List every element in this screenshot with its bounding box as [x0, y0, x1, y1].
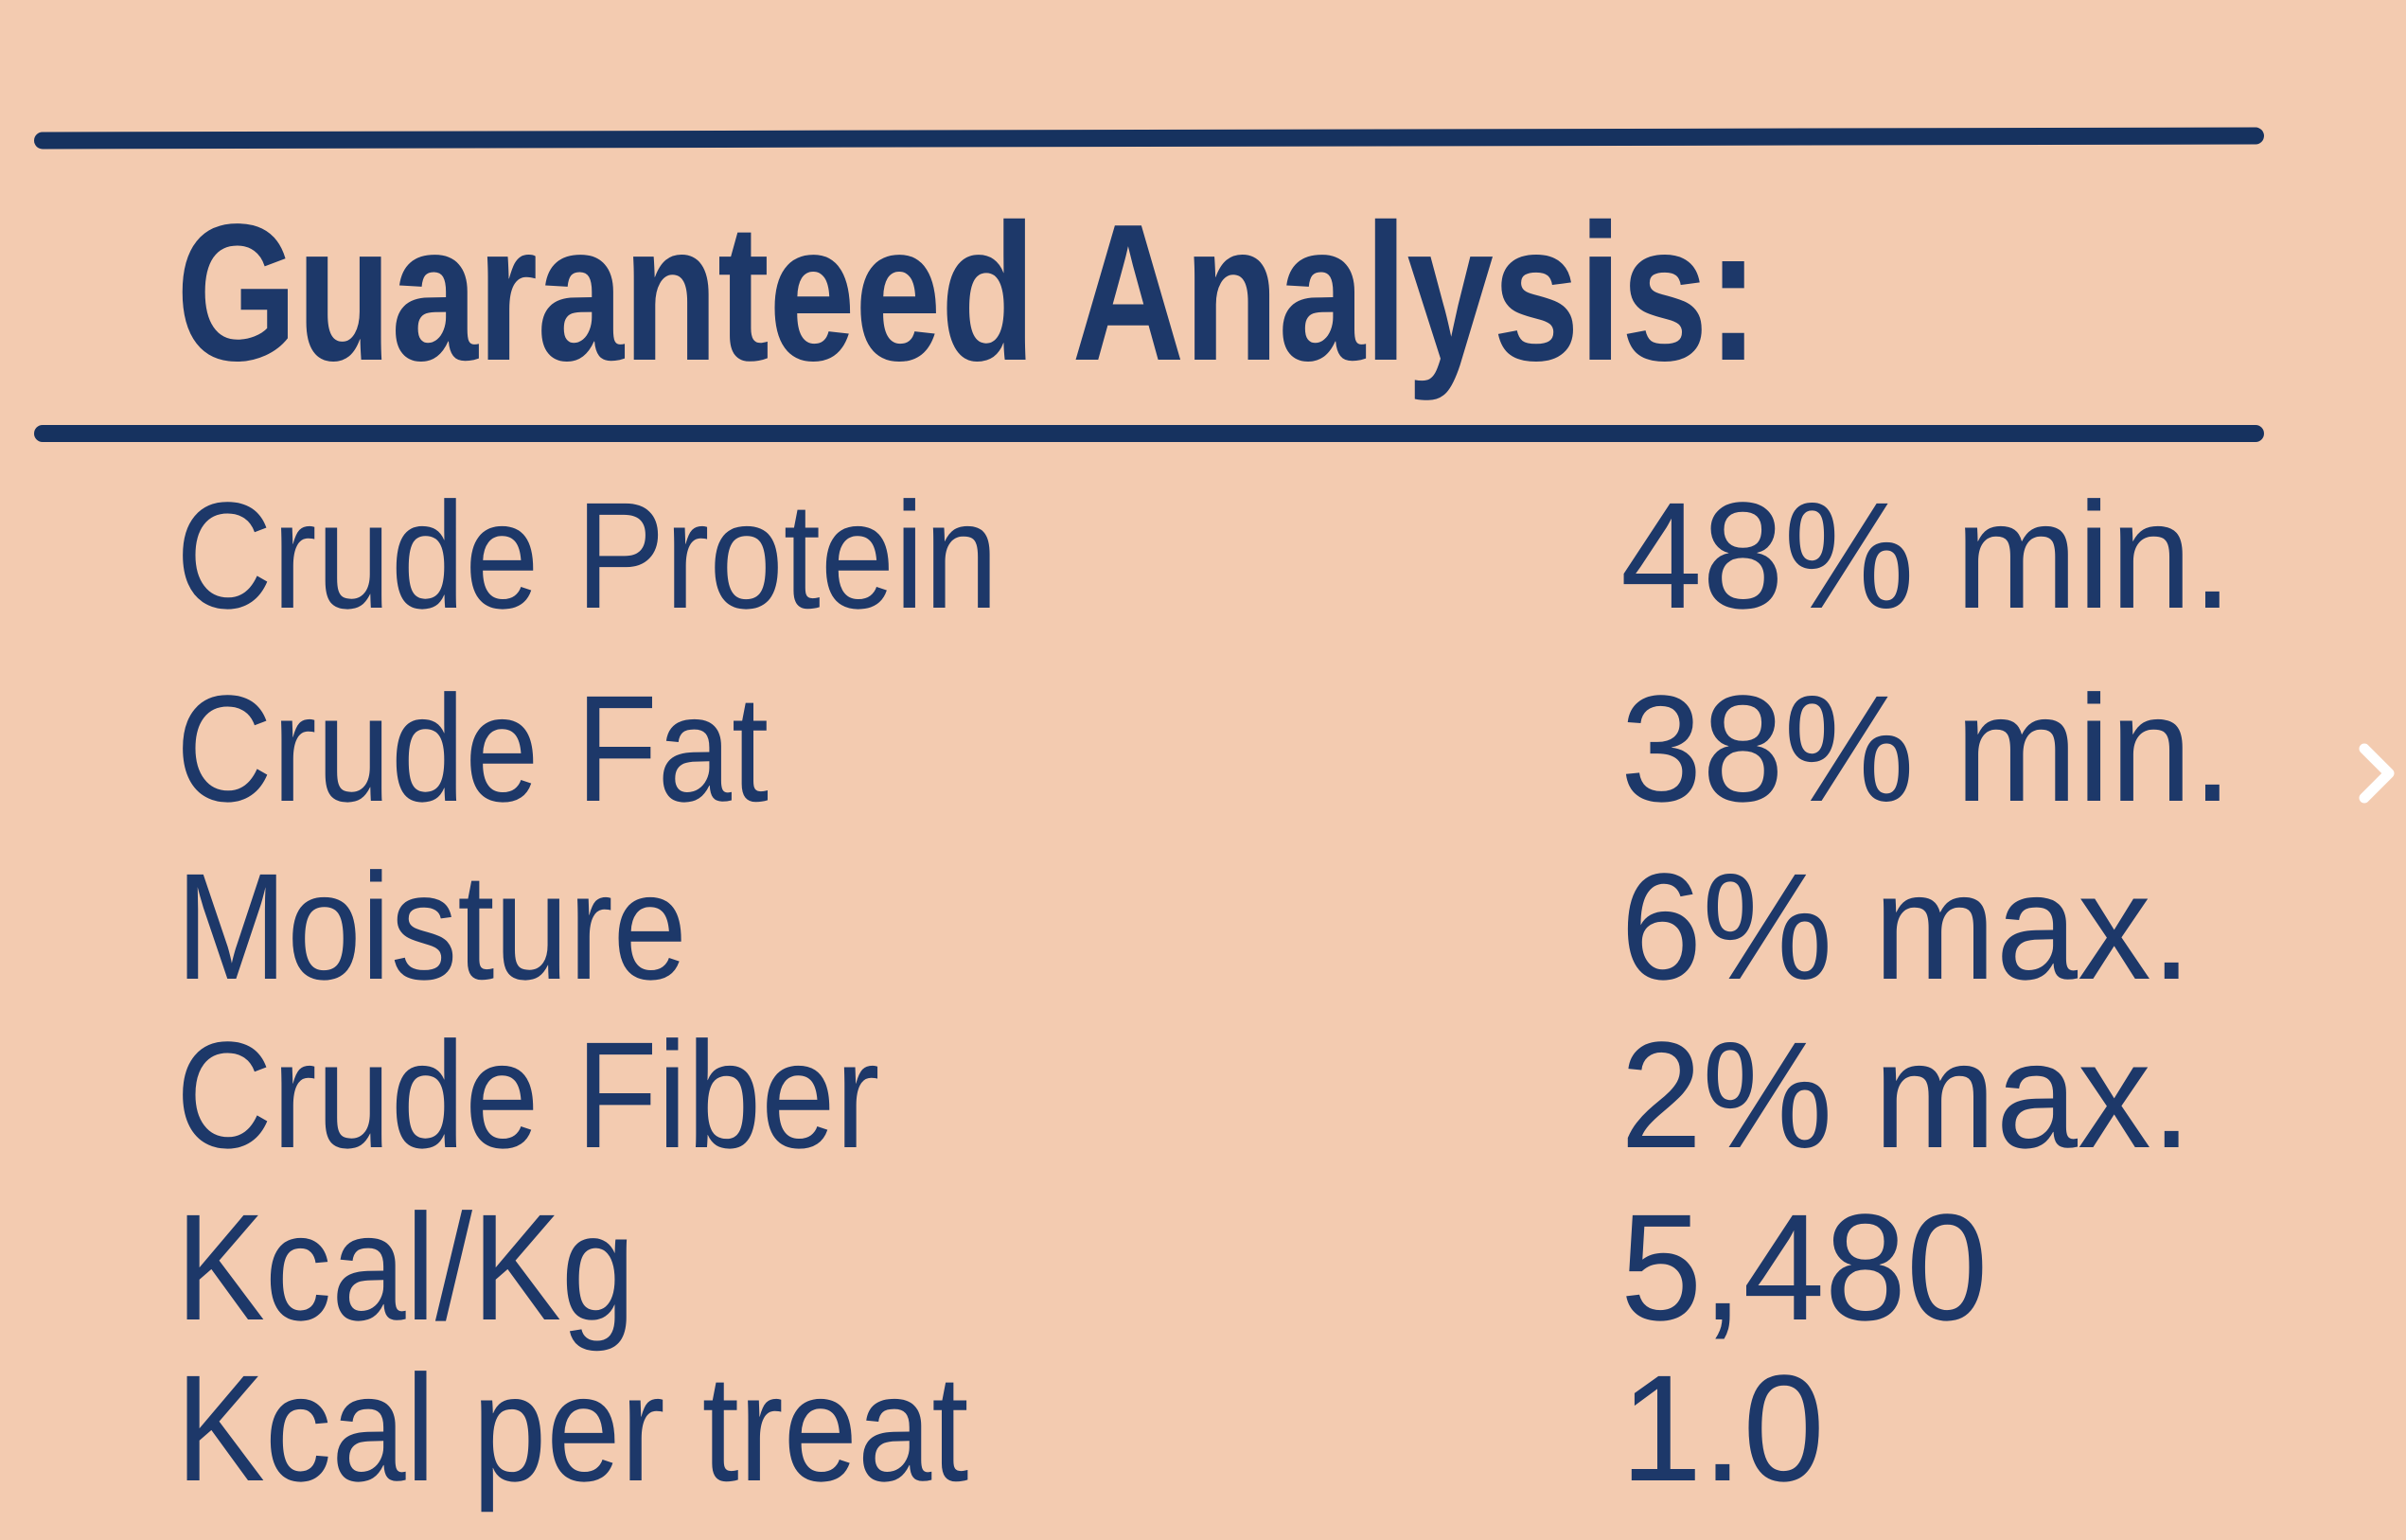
- analysis-row: Moisture 6% max.: [176, 851, 2406, 1040]
- divider-bottom: [34, 425, 2264, 442]
- analysis-value: 6% max.: [1620, 841, 2192, 1011]
- analysis-label: Kcal/Kg: [176, 1182, 636, 1352]
- analysis-value: 5,480: [1620, 1182, 1989, 1352]
- analysis-label: Crude Fat: [176, 664, 770, 833]
- analysis-label: Crude Fiber: [176, 1010, 880, 1179]
- analysis-value: 38% min.: [1620, 664, 2233, 833]
- analysis-row: Crude Fiber 2% max.: [176, 1019, 2406, 1209]
- analysis-row: Crude Fat 38% min.: [176, 673, 2406, 862]
- analysis-row: Kcal per treat 1.0: [176, 1353, 2406, 1540]
- analysis-value: 2% max.: [1620, 1010, 2192, 1179]
- analysis-label: Moisture: [176, 841, 687, 1011]
- analysis-value: 1.0: [1620, 1343, 1825, 1513]
- chevron-right-icon: [2355, 739, 2400, 807]
- guaranteed-analysis-title: Guaranteed Analysis:: [176, 184, 1760, 401]
- analysis-row: Crude Protein 48% min.: [176, 480, 2406, 669]
- analysis-row: Kcal/Kg 5,480: [176, 1192, 2406, 1381]
- analysis-value: 48% min.: [1620, 470, 2233, 640]
- analysis-label: Crude Protein: [176, 470, 999, 640]
- analysis-label: Kcal per treat: [176, 1343, 969, 1513]
- carousel-next-button[interactable]: [2355, 739, 2400, 807]
